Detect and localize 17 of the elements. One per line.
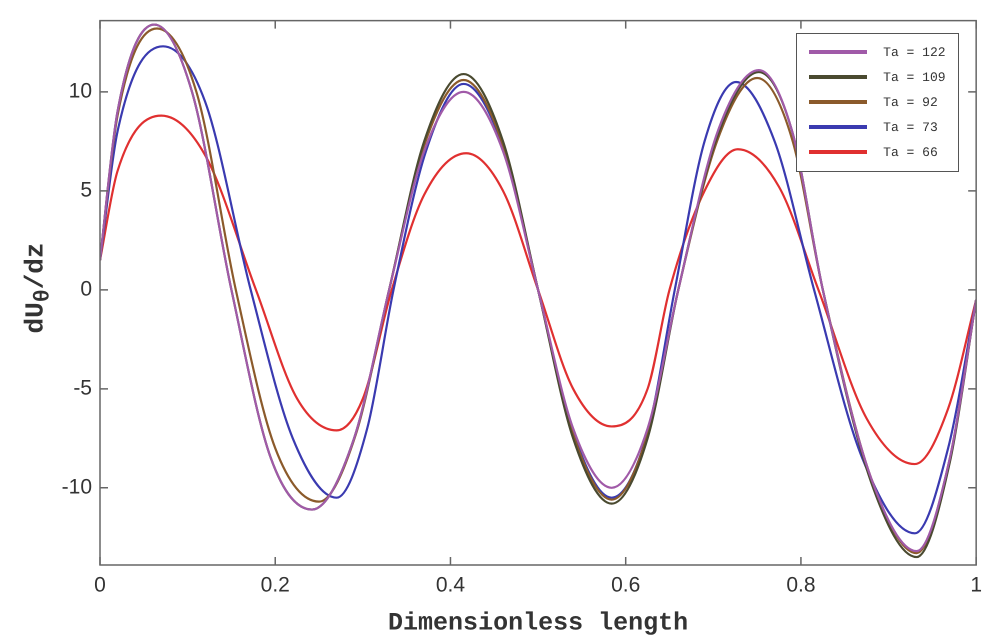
legend-label: Ta = 66	[883, 144, 938, 160]
y-tick-label: -10	[62, 476, 92, 499]
y-tick-label: -5	[73, 376, 92, 400]
line-series	[100, 114, 976, 466]
x-tick-label: 1	[970, 573, 982, 596]
x-tick-label: 0.2	[260, 573, 290, 596]
legend-label: Ta = 109	[883, 70, 946, 85]
y-tick-label: 10	[68, 80, 92, 103]
y-tick-label: 5	[80, 178, 92, 202]
legend-label: Ta = 122	[883, 44, 946, 60]
legend-label: Ta = 92	[883, 94, 938, 110]
legend-label: Ta = 73	[883, 120, 938, 135]
x-tick-label: 0.6	[611, 573, 640, 596]
y-tick-label: 0	[80, 278, 92, 301]
x-tick-label: 0.8	[786, 573, 816, 596]
x-axis-title: Dimensionless length	[388, 608, 688, 638]
x-tick-label: 0.4	[436, 573, 466, 596]
